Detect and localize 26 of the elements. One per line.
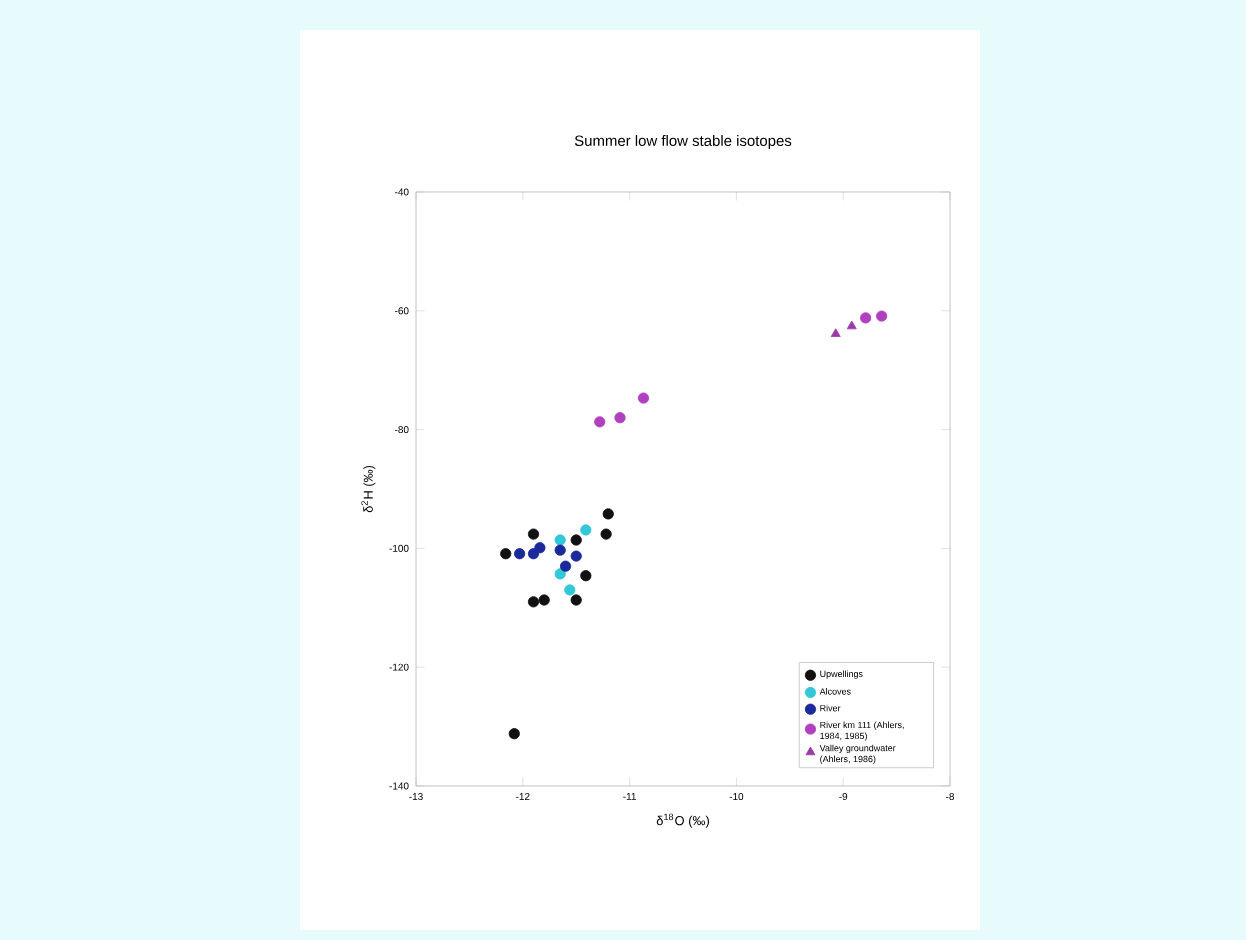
point (580, 524, 592, 536)
point (614, 412, 626, 424)
point (570, 534, 582, 546)
point (570, 594, 582, 606)
point (554, 568, 566, 580)
point (527, 596, 540, 608)
point (637, 392, 650, 404)
point (860, 312, 872, 324)
point (534, 542, 546, 554)
point (580, 570, 592, 582)
point (508, 728, 520, 740)
point (527, 528, 540, 540)
point (594, 416, 606, 428)
point (602, 508, 614, 520)
point (876, 310, 888, 322)
point (538, 594, 550, 606)
point (500, 548, 512, 560)
point (564, 584, 576, 596)
point (846, 320, 857, 330)
point (570, 550, 582, 562)
point (830, 328, 841, 337)
point (514, 548, 526, 560)
point (554, 534, 566, 546)
point (554, 544, 566, 556)
point (559, 560, 572, 572)
point (600, 528, 612, 540)
